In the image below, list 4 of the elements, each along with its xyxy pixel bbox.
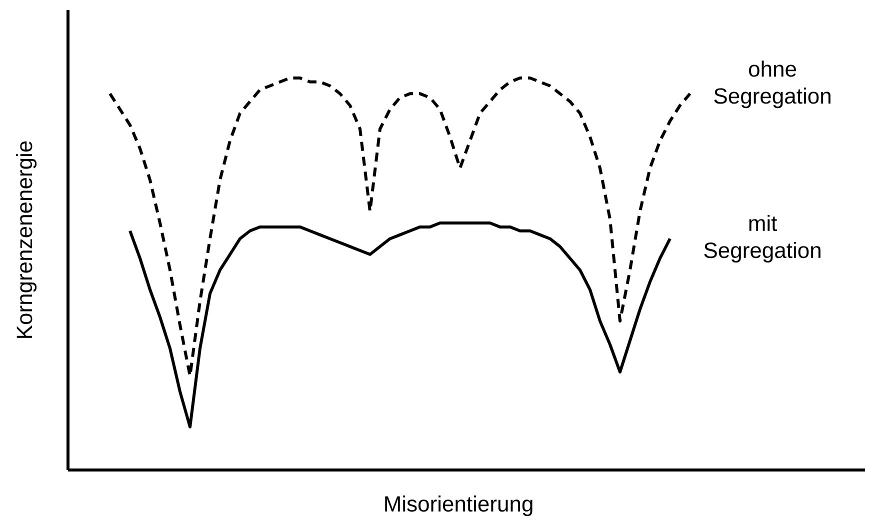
y-axis-title: Korngrenzenenergie xyxy=(16,141,37,338)
series-label: ohne Segregation xyxy=(714,60,830,108)
x-axis-title: Misorientierung xyxy=(385,496,532,516)
series-label: mit Segregation xyxy=(704,214,820,262)
